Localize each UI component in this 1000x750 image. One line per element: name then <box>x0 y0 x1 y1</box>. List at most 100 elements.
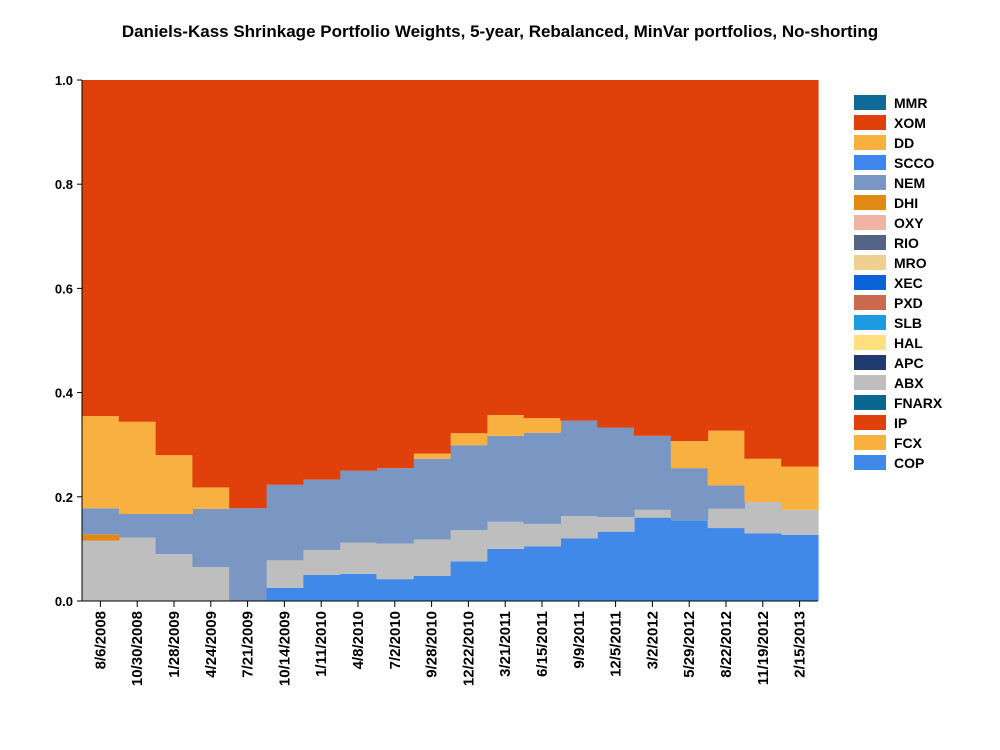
legend-label-hal: HAL <box>894 335 923 351</box>
area-segment-xom-7 <box>339 80 377 471</box>
area-segment-cop-19 <box>781 534 819 601</box>
area-segment-cop-13 <box>560 538 598 601</box>
area-segment-cop-8 <box>376 579 414 601</box>
area-segment-xom-18 <box>744 80 782 459</box>
legend-swatch-dhi <box>854 195 886 210</box>
area-segment-abx-8 <box>376 543 414 580</box>
y-tick-label: 1.0 <box>55 73 73 88</box>
area-segment-dd-3 <box>192 487 230 509</box>
area-segment-xom-0 <box>82 80 120 417</box>
area-segment-abx-1 <box>118 537 157 601</box>
legend-label-dd: DD <box>894 135 914 151</box>
area-segment-xom-12 <box>523 80 561 419</box>
area-segment-nem-2 <box>155 513 193 555</box>
area-segment-xom-8 <box>376 80 414 469</box>
area-segment-nem-8 <box>376 468 414 544</box>
area-segment-dd-16 <box>670 441 709 469</box>
area-segment-nem-4 <box>229 508 267 601</box>
legend-swatch-abx <box>854 375 886 390</box>
legend-label-pxd: PXD <box>894 295 923 311</box>
legend-label-abx: ABX <box>894 375 924 391</box>
legend-swatch-slb <box>854 315 886 330</box>
legend-swatch-scco <box>854 155 886 170</box>
x-tick-label: 12/5/2011 <box>608 611 625 677</box>
legend-label-fnarx: FNARX <box>894 395 943 411</box>
area-segment-xom-14 <box>597 80 635 428</box>
area-segment-abx-10 <box>450 530 488 562</box>
area-segment-nem-12 <box>523 432 561 524</box>
area-segment-dd-12 <box>523 418 561 433</box>
legend-swatch-fcx <box>854 435 886 450</box>
legend-swatch-nem <box>854 175 886 190</box>
area-segment-xom-6 <box>302 80 341 480</box>
y-tick-label: 0.2 <box>55 490 73 505</box>
area-segment-dd-17 <box>707 430 745 486</box>
area-segment-cop-6 <box>302 574 341 601</box>
area-segment-nem-9 <box>413 458 451 540</box>
area-segment-cop-5 <box>266 587 304 601</box>
area-segment-abx-5 <box>266 560 304 588</box>
area-segment-nem-7 <box>339 470 377 543</box>
legend-label-xom: XOM <box>894 115 926 131</box>
area-segment-xom-16 <box>670 80 709 442</box>
legend-swatch-mro <box>854 255 886 270</box>
x-tick-label: 8/6/2008 <box>92 611 109 669</box>
area-segment-abx-0 <box>82 540 120 601</box>
x-tick-label: 3/21/2011 <box>497 611 514 677</box>
x-tick-label: 1/28/2009 <box>166 611 183 678</box>
legend-label-cop: COP <box>894 455 924 471</box>
x-tick-label: 1/11/2010 <box>313 611 330 677</box>
chart-title: Daniels-Kass Shrinkage Portfolio Weights… <box>121 22 879 41</box>
area-segment-nem-13 <box>560 420 598 517</box>
area-segment-abx-17 <box>707 508 745 529</box>
area-segment-abx-14 <box>597 517 635 532</box>
area-segment-abx-6 <box>302 549 341 575</box>
area-segment-dd-10 <box>450 433 488 446</box>
area-segment-nem-10 <box>450 445 488 531</box>
legend-label-scco: SCCO <box>894 155 935 171</box>
area-segment-abx-18 <box>744 502 782 534</box>
area-segment-xom-19 <box>781 80 819 467</box>
legend-label-slb: SLB <box>894 315 922 331</box>
x-tick-label: 8/22/2012 <box>718 611 735 678</box>
area-segment-abx-3 <box>192 567 230 601</box>
area-segment-dd-9 <box>413 453 451 459</box>
area-segment-xom-9 <box>413 80 451 454</box>
area-segment-nem-14 <box>597 427 635 518</box>
area-segment-dhi-0 <box>82 534 120 541</box>
area-segment-cop-18 <box>744 533 782 601</box>
area-segment-xom-3 <box>192 80 230 488</box>
x-tick-label: 6/15/2011 <box>534 611 551 677</box>
legend-label-mmr: MMR <box>894 95 927 111</box>
area-segment-cop-14 <box>597 531 635 601</box>
area-segment-abx-11 <box>486 521 525 549</box>
area-segment-dd-0 <box>82 416 120 509</box>
x-tick-label: 10/14/2009 <box>276 611 293 686</box>
area-segment-xom-5 <box>266 80 304 485</box>
area-segment-xom-1 <box>118 80 157 422</box>
area-segment-cop-15 <box>634 517 672 601</box>
area-segment-dd-1 <box>118 421 157 514</box>
x-tick-label: 4/24/2009 <box>203 611 220 678</box>
legend-label-fcx: FCX <box>894 435 923 451</box>
y-tick-label: 0.0 <box>55 594 73 609</box>
area-segment-cop-12 <box>523 546 561 601</box>
legend-label-oxy: OXY <box>894 215 924 231</box>
legend-swatch-apc <box>854 355 886 370</box>
area-segment-cop-9 <box>413 575 451 601</box>
area-segment-xom-11 <box>486 80 525 415</box>
area-segment-cop-7 <box>339 573 377 601</box>
area-segment-cop-10 <box>450 561 488 601</box>
x-tick-label: 9/9/2011 <box>571 611 588 669</box>
legend-label-ip: IP <box>894 415 907 431</box>
x-tick-label: 9/28/2010 <box>424 611 441 678</box>
legend-swatch-xec <box>854 275 886 290</box>
area-segment-nem-16 <box>670 468 709 521</box>
legend-swatch-cop <box>854 455 886 470</box>
area-segment-abx-2 <box>155 554 193 601</box>
area-segment-dd-11 <box>486 415 525 436</box>
x-tick-label: 5/29/2012 <box>681 611 698 678</box>
legend-label-apc: APC <box>894 355 924 371</box>
area-segment-nem-15 <box>634 435 672 510</box>
